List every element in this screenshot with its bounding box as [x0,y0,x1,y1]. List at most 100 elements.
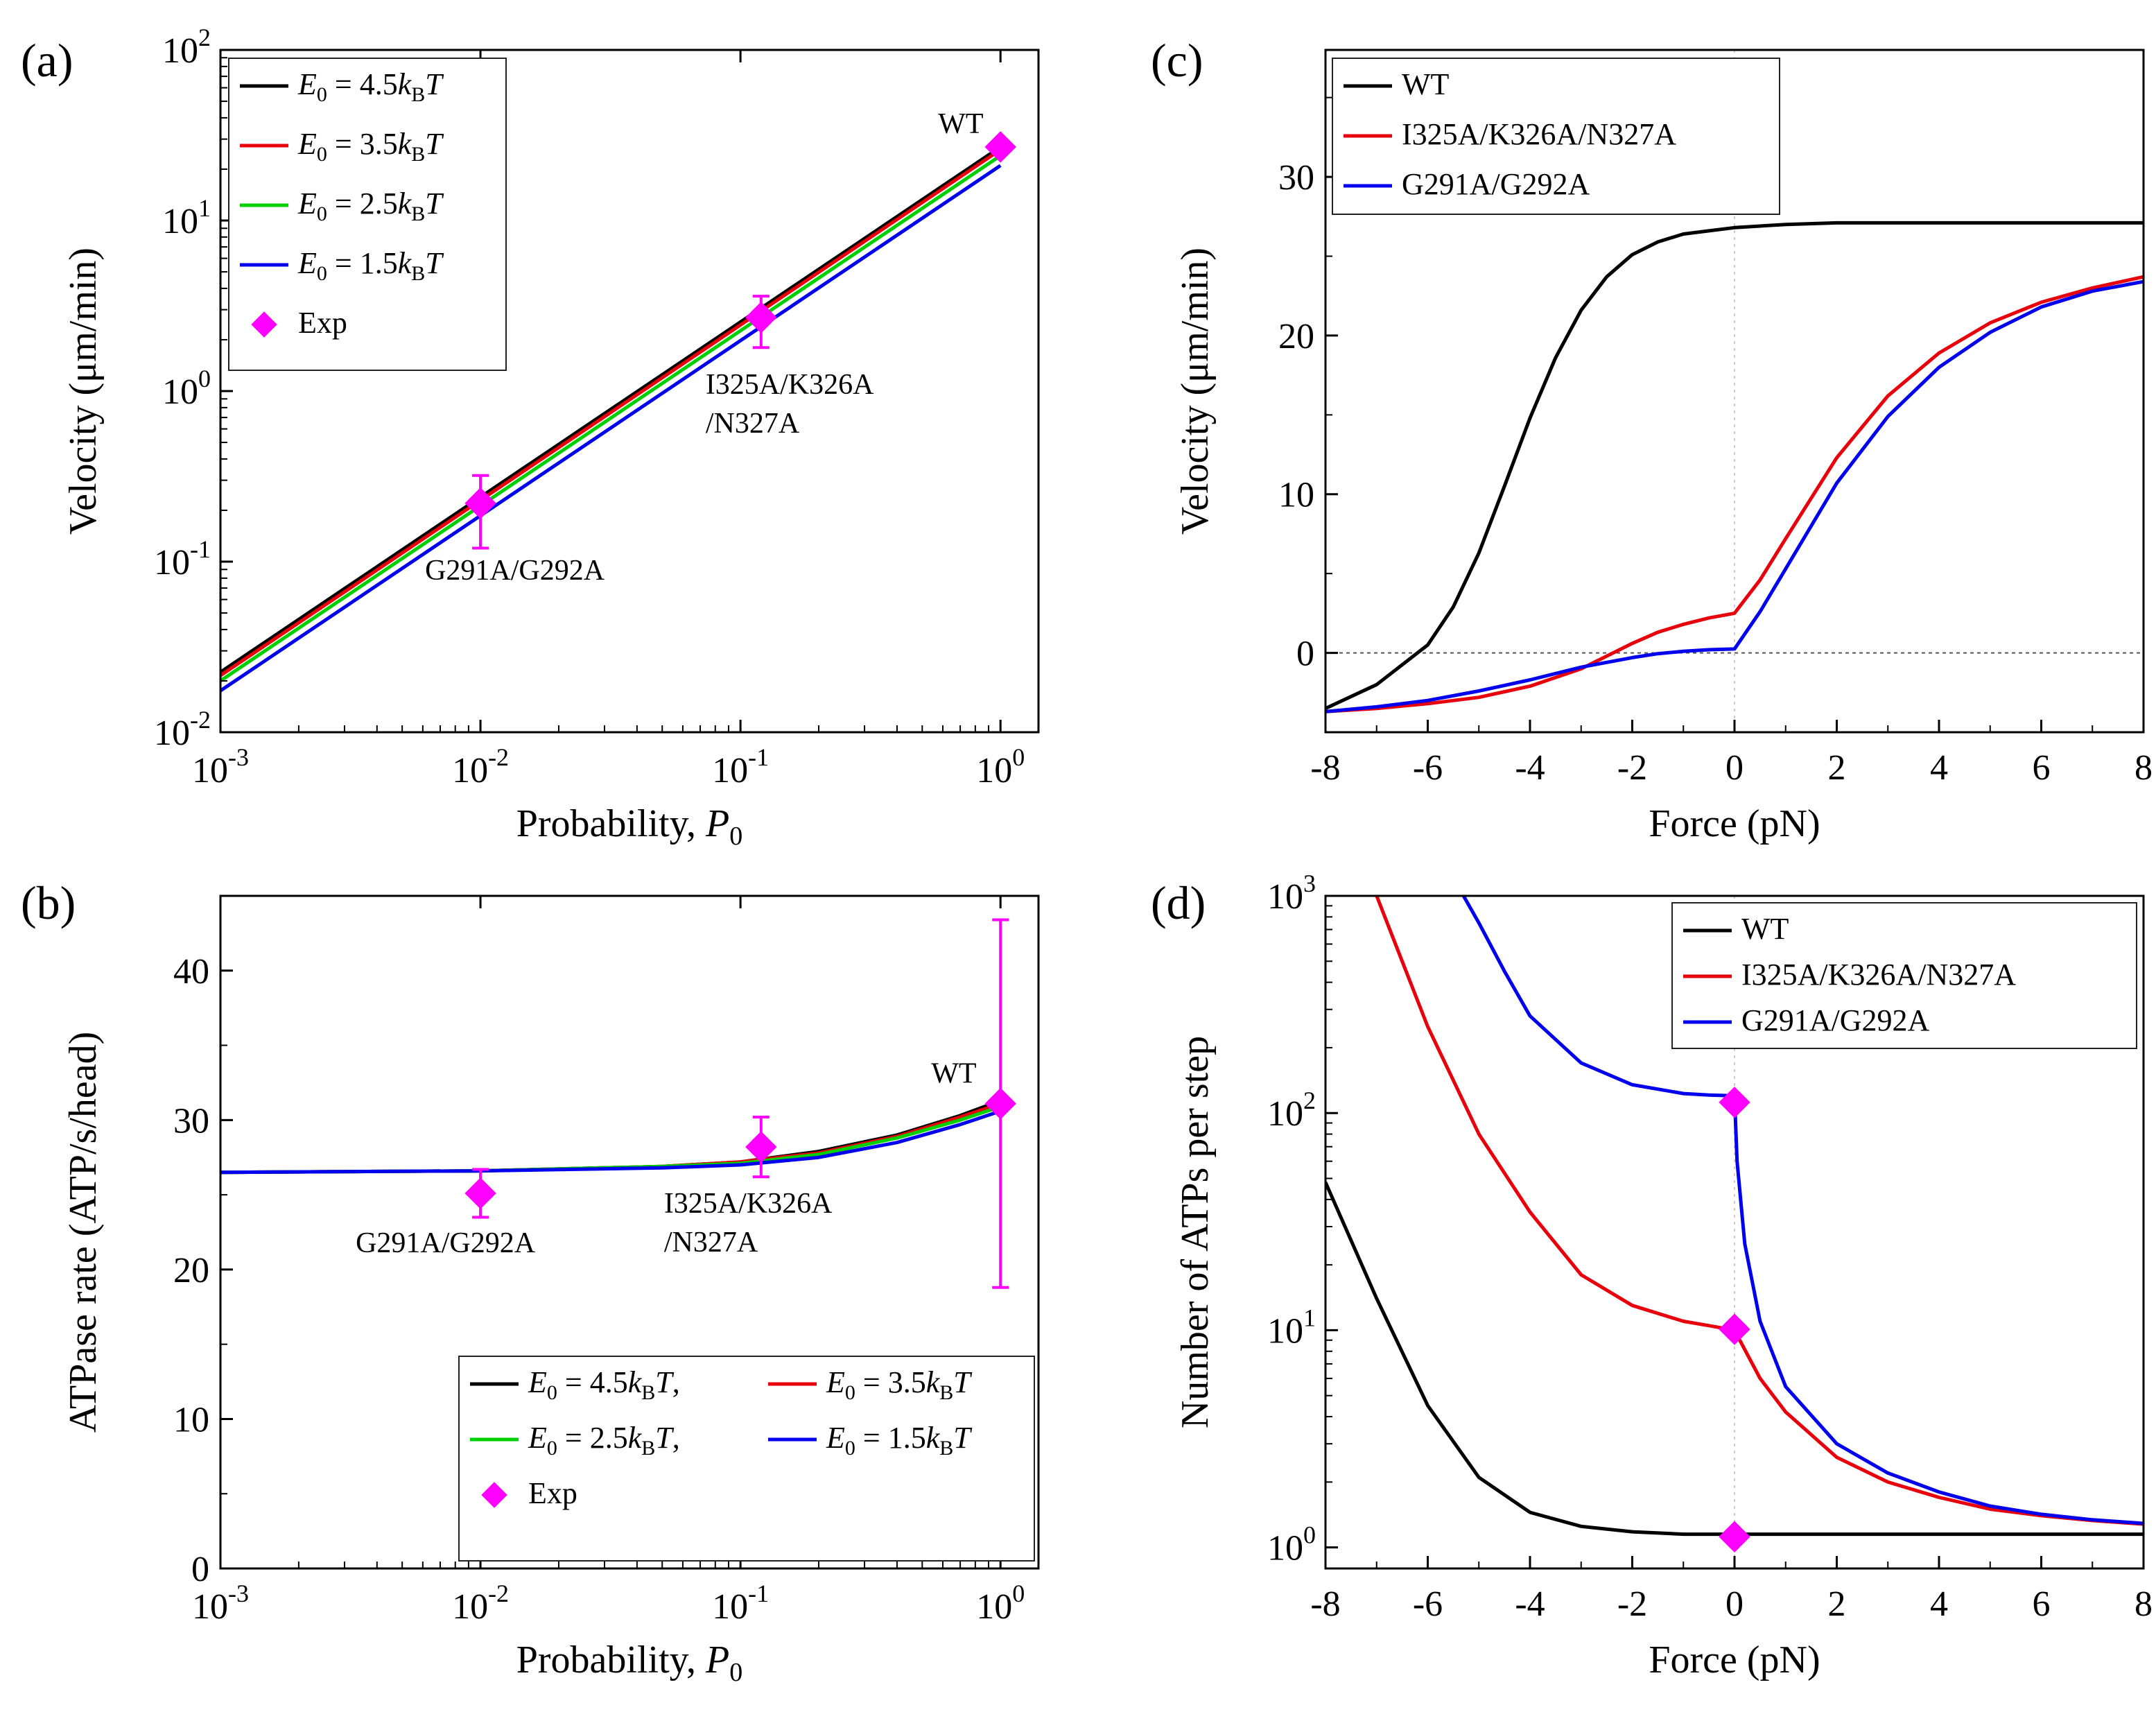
exp-point [464,1177,496,1209]
x-tick-label: 8 [2135,748,2153,788]
legend-label: E0 = 3.5kBT [297,127,444,166]
y-tick-label: 0 [191,1550,209,1589]
legend-label: G291A/G292A [1402,167,1590,201]
legend-label: E0 = 1.5kBT [297,246,444,285]
y-tick-label: 100 [1267,1521,1316,1568]
panel-d: (d) -8 -6 -4 -2 0 2 4 6 8 100 101 102 103 Force (pN) Nu… [1151,870,2153,1681]
y-tick-label: 102 [1267,1087,1316,1134]
legend-box [228,58,507,371]
exp-point-label: WT [938,108,983,140]
legend-label: I325A/K326A/N327A [1402,117,1676,151]
y-tick-label: 30 [1278,158,1314,198]
y-tick-label: 101 [1267,1304,1316,1351]
legend-label: Exp [298,306,347,340]
legend: WT I325A/K326A/N327A G291A/G292A [1332,58,1780,215]
x-tick-label: -8 [1310,1584,1340,1624]
x-axis-label: Force (pN) [1649,802,1820,845]
panel-c: (c) -8 -6 -4 -2 0 2 4 6 8 0 10 20 30 Force (pN) Velocit… [1151,34,2153,845]
y-tick-label: 0 [1296,634,1314,674]
y-tick-label: 10 [173,1400,209,1439]
legend-box [458,1356,1035,1562]
legend-swatch [481,1482,507,1508]
x-tick-label: 6 [2033,748,2051,788]
plot-frame [219,894,1040,1570]
series-line-wt [1325,1182,2144,1537]
series-line-e0-2-5kbt [220,154,1002,682]
exp-point-label: G291A/G292A [425,555,605,587]
exp-point [1719,1521,1750,1553]
x-tick-label: 10-3 [192,743,249,790]
x-axis-label: Force (pN) [1649,1638,1820,1681]
x-tick-label: 6 [2033,1584,2051,1624]
x-tick-label: 2 [1828,1584,1846,1624]
panel-b: (b) G291A/G292A I325A/K326A/N327A WT 10-3 10-… [21,876,1040,1687]
x-tick-label: 8 [2135,1584,2153,1624]
x-tick-label: 10-1 [712,743,769,790]
x-tick-label: 100 [976,743,1025,790]
panel-a: (a) G291A/G292A I325A/K326A/N327A WT 10-3 10-… [21,24,1040,851]
series-group [220,145,1002,693]
legend-label: WT [1741,912,1789,946]
panel-label: (c) [1151,34,1203,87]
exp-point [745,1131,777,1163]
y-tick-label: 40 [173,952,209,992]
y-tick-label: 103 [1267,870,1316,917]
exp-point [464,487,496,519]
series-line-e0-3-5kbt [220,148,1002,677]
y-tick-label: 10 [1278,476,1314,515]
x-tick-label: 10-3 [192,1580,249,1627]
x-tick-label: 10-2 [452,1580,509,1627]
exp-point [745,302,777,334]
x-tick-label: 10-1 [712,1580,769,1627]
panel-label: (b) [21,876,76,929]
exp-point [984,131,1016,163]
y-axis-label: ATPase rate (ATP/s/head) [62,1032,105,1433]
legend-label: E0 = 2.5kBT [297,187,444,225]
exp-point [1719,1313,1750,1345]
legend: E0 = 4.5kBT, E0 = 3.5kBT E0 = 2.5kBT, E0 = … [458,1356,1035,1562]
x-tick-label: 4 [1930,1584,1948,1624]
legend: WT I325A/K326A/N327A G291A/G292A [1671,902,2137,1049]
series-line-i325a-k326a-n327a [1325,275,2144,714]
legend-label: E0 = 3.5kBT [826,1365,973,1404]
exp-point-label: I325A/K326A/N327A [706,369,874,440]
legend-label: E0 = 4.5kBT [297,67,444,106]
x-tick-label: 10-2 [452,743,509,790]
exp-point-label: WT [931,1058,976,1090]
legend-label: E0 = 2.5kBT, [528,1421,680,1460]
y-axis-label: Number of ATPs per step [1174,1036,1217,1428]
series-line-e0-4-5kbt [220,145,1002,674]
y-tick-label: 30 [173,1101,209,1141]
legend-box [1671,902,2137,1049]
panel-label: (d) [1151,876,1206,929]
panel-label: (a) [21,34,73,87]
series-line-wt [1325,220,2144,710]
x-tick-label: -2 [1617,1584,1647,1624]
series-group [1325,220,2144,714]
series-line-g291a-g292a [1461,896,2144,1525]
legend-label: E0 = 1.5kBT [826,1421,973,1460]
x-tick-label: -2 [1617,748,1647,788]
x-tick-label: -6 [1413,748,1443,788]
y-tick-label: 100 [162,365,211,412]
series-line-e0-1-5kbt [220,1109,1001,1175]
series-line-e0-1-5kbt [220,164,1002,693]
y-tick-label: 101 [162,194,211,241]
series-group [220,1098,1002,1175]
legend-box [1332,58,1780,215]
legend-swatch [251,311,277,338]
legend-label: G291A/G292A [1741,1003,1930,1037]
series-line-e0-2-5kbt [220,1105,1001,1175]
y-tick-label: 20 [1278,317,1314,356]
y-tick-label: 102 [162,24,211,71]
x-axis-label: Probability, P0 [516,802,742,851]
x-tick-label: 0 [1725,748,1744,788]
x-tick-label: 4 [1930,748,1948,788]
x-tick-label: 2 [1828,748,1846,788]
exp-point-label: I325A/K326A/N327A [664,1188,833,1259]
exp-point [1719,1087,1750,1118]
x-tick-label: -6 [1413,1584,1443,1624]
y-tick-label: 20 [173,1251,209,1290]
legend-label: E0 = 4.5kBT, [528,1365,680,1404]
y-axis-label: Velocity (μm/min) [1174,248,1217,535]
